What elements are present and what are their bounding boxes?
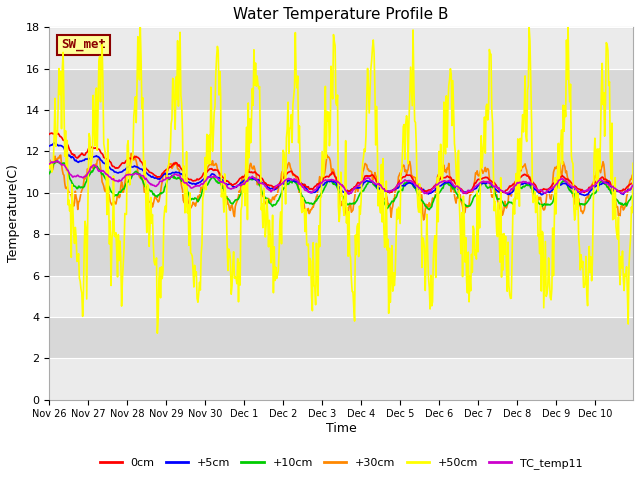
Title: Water Temperature Profile B: Water Temperature Profile B (234, 7, 449, 22)
Bar (49, 27, 633, 69)
Bar (49, 234, 633, 276)
Legend: 0cm, +5cm, +10cm, +30cm, +50cm, TC_temp11: 0cm, +5cm, +10cm, +30cm, +50cm, TC_temp1… (95, 454, 588, 473)
Bar (49, 317, 633, 358)
Bar (49, 276, 633, 317)
Y-axis label: Temperature(C): Temperature(C) (7, 165, 20, 263)
X-axis label: Time: Time (326, 422, 356, 435)
Bar (49, 110, 633, 151)
Text: SW_met: SW_met (61, 38, 106, 51)
Bar (49, 193, 633, 234)
Bar (49, 358, 633, 400)
Bar (49, 69, 633, 110)
Bar (49, 151, 633, 193)
